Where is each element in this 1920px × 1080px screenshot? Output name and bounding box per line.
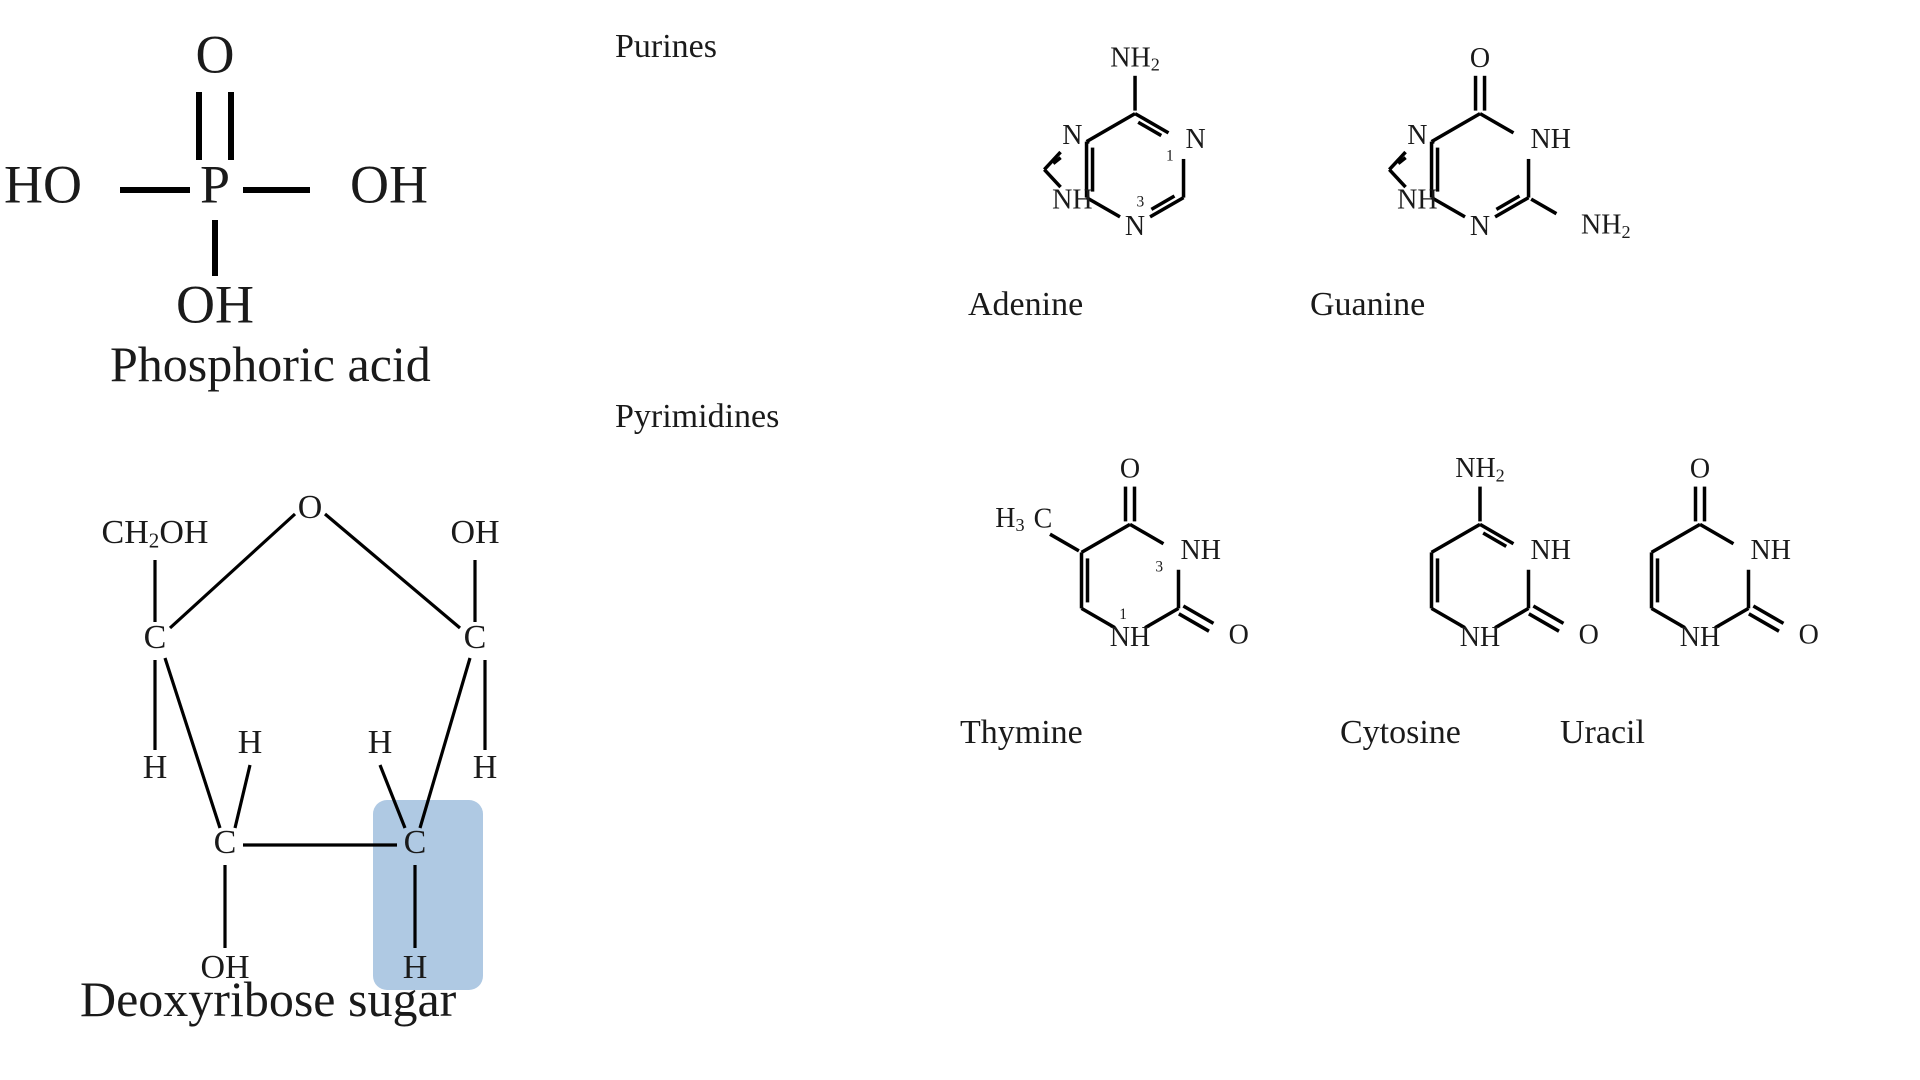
- svg-text:H: H: [368, 724, 393, 761]
- thymine-structure: NH NH O O H3 C 1 3: [976, 418, 1284, 726]
- deoxy-highlight: [373, 800, 483, 990]
- n3-label: NH: [1750, 534, 1790, 565]
- svg-text:NH2: NH2: [1455, 453, 1505, 485]
- svg-text:C: C: [404, 824, 427, 861]
- n1-label: NH: [1110, 621, 1150, 652]
- phosphoric_acid-label: Phosphoric acid: [110, 335, 431, 393]
- svg-text:N: N: [1185, 124, 1205, 155]
- svg-text:OH: OH: [200, 949, 249, 986]
- svg-text:N: N: [1062, 120, 1082, 151]
- svg-text:NH2: NH2: [1110, 43, 1160, 75]
- svg-text:N: N: [1407, 120, 1427, 151]
- svg-text:P: P: [200, 154, 230, 214]
- svg-text:H3: H3: [995, 503, 1024, 535]
- svg-text:H: H: [238, 724, 263, 761]
- svg-text:NH: NH: [1397, 185, 1437, 216]
- svg-text:C: C: [464, 619, 487, 656]
- svg-text:O: O: [196, 24, 235, 84]
- svg-text:N: N: [1470, 211, 1490, 242]
- svg-text:NH: NH: [1530, 124, 1570, 155]
- svg-text:O: O: [1229, 619, 1249, 650]
- svg-text:O: O: [1690, 453, 1710, 484]
- svg-text:CH2OH: CH2OH: [102, 514, 209, 553]
- svg-text:1: 1: [1119, 606, 1127, 623]
- svg-text:C: C: [214, 824, 237, 861]
- deoxyribose-structure: O C C C C CH2OH OH H H H H OH H: [55, 480, 515, 1000]
- svg-text:O: O: [1120, 453, 1140, 484]
- svg-text:N: N: [1125, 211, 1145, 242]
- svg-text:O: O: [1470, 43, 1490, 74]
- svg-text:H: H: [473, 749, 498, 786]
- svg-text:NH: NH: [1052, 185, 1092, 216]
- uracil-structure: NH NH O O: [1546, 418, 1854, 726]
- svg-text:OH: OH: [450, 514, 499, 551]
- svg-text:C: C: [144, 619, 167, 656]
- svg-text:C: C: [1034, 503, 1053, 534]
- svg-text:1: 1: [1166, 148, 1174, 165]
- pyrimidines-label: Pyrimidines: [615, 398, 779, 436]
- purines-label: Purines: [615, 28, 717, 66]
- phosphoric-acid-structure: POHOOHOH: [20, 20, 390, 330]
- svg-text:3: 3: [1155, 558, 1163, 575]
- svg-text:OH: OH: [176, 274, 254, 334]
- svg-text:O: O: [298, 489, 323, 526]
- svg-text:H: H: [403, 949, 428, 986]
- n1-label: NH: [1680, 621, 1720, 652]
- n3-label: NH: [1180, 534, 1220, 565]
- guanine-structure: NH N N NH O NH2: [1237, 24, 1629, 304]
- svg-text:NH2: NH2: [1581, 210, 1631, 242]
- svg-text:H: H: [143, 749, 168, 786]
- svg-text:O: O: [1799, 619, 1819, 650]
- svg-text:3: 3: [1136, 194, 1144, 211]
- n1-label: NH: [1460, 621, 1500, 652]
- adenine-structure: N N N NH NH2 1 3: [892, 24, 1284, 304]
- svg-text:OH: OH: [350, 154, 428, 214]
- svg-text:HO: HO: [4, 154, 82, 214]
